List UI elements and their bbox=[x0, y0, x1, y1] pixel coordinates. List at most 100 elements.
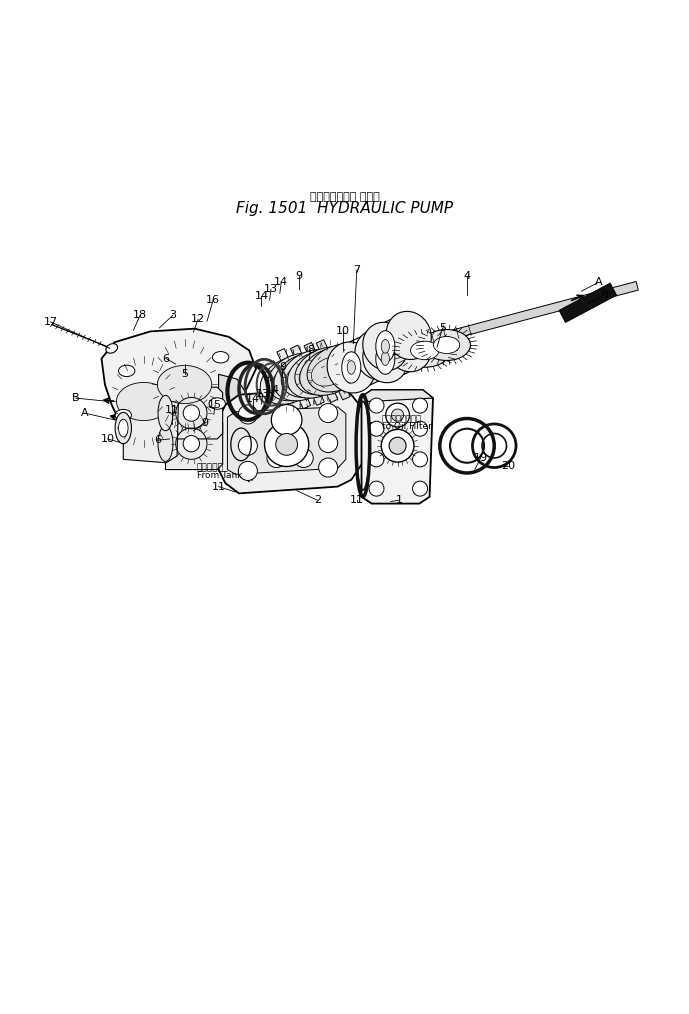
Ellipse shape bbox=[411, 341, 439, 360]
Ellipse shape bbox=[271, 405, 302, 435]
Ellipse shape bbox=[369, 421, 384, 436]
Ellipse shape bbox=[281, 350, 341, 397]
Ellipse shape bbox=[307, 344, 367, 392]
Ellipse shape bbox=[294, 448, 313, 467]
Ellipse shape bbox=[116, 382, 171, 421]
Ellipse shape bbox=[276, 434, 298, 455]
Ellipse shape bbox=[381, 429, 414, 462]
Polygon shape bbox=[376, 315, 418, 366]
Text: 14: 14 bbox=[254, 291, 269, 301]
Ellipse shape bbox=[238, 405, 258, 424]
Ellipse shape bbox=[376, 331, 395, 362]
Ellipse shape bbox=[413, 421, 428, 436]
Text: 5: 5 bbox=[439, 323, 446, 333]
Polygon shape bbox=[165, 418, 223, 469]
Polygon shape bbox=[101, 329, 256, 427]
Ellipse shape bbox=[391, 409, 404, 421]
Ellipse shape bbox=[183, 405, 200, 421]
Ellipse shape bbox=[423, 330, 471, 361]
Ellipse shape bbox=[238, 436, 258, 455]
Text: 13: 13 bbox=[264, 284, 278, 294]
Text: 9: 9 bbox=[280, 362, 287, 372]
Ellipse shape bbox=[167, 372, 202, 396]
Ellipse shape bbox=[127, 389, 161, 414]
Ellipse shape bbox=[413, 399, 428, 413]
Ellipse shape bbox=[355, 329, 403, 380]
Ellipse shape bbox=[342, 352, 361, 383]
Ellipse shape bbox=[267, 448, 286, 467]
Ellipse shape bbox=[158, 395, 173, 431]
Ellipse shape bbox=[295, 347, 355, 394]
Text: 5: 5 bbox=[181, 369, 188, 379]
Ellipse shape bbox=[386, 404, 409, 427]
Text: 14: 14 bbox=[274, 278, 288, 287]
Ellipse shape bbox=[260, 357, 320, 405]
Polygon shape bbox=[376, 328, 418, 378]
Text: 14: 14 bbox=[266, 385, 280, 394]
Ellipse shape bbox=[158, 426, 173, 461]
Text: From Tank: From Tank bbox=[197, 470, 243, 480]
Text: A: A bbox=[81, 408, 88, 418]
Ellipse shape bbox=[176, 379, 193, 390]
Ellipse shape bbox=[318, 458, 338, 477]
Text: 8: 8 bbox=[307, 346, 314, 356]
Text: 2: 2 bbox=[313, 495, 321, 505]
Ellipse shape bbox=[369, 452, 384, 466]
Text: 1: 1 bbox=[395, 495, 402, 505]
Ellipse shape bbox=[318, 434, 338, 452]
Ellipse shape bbox=[413, 481, 428, 496]
Ellipse shape bbox=[363, 322, 408, 370]
Polygon shape bbox=[301, 282, 638, 378]
Ellipse shape bbox=[433, 337, 460, 354]
Text: 6: 6 bbox=[154, 435, 161, 445]
Ellipse shape bbox=[119, 365, 135, 376]
Ellipse shape bbox=[136, 395, 152, 408]
Ellipse shape bbox=[413, 452, 428, 466]
Polygon shape bbox=[227, 407, 346, 475]
Ellipse shape bbox=[300, 348, 360, 395]
Text: 16: 16 bbox=[206, 295, 220, 305]
Ellipse shape bbox=[387, 311, 431, 360]
Polygon shape bbox=[341, 333, 389, 389]
Text: 18: 18 bbox=[133, 310, 147, 320]
Ellipse shape bbox=[347, 361, 356, 374]
Ellipse shape bbox=[183, 436, 200, 452]
Text: オイルフィルタへ: オイルフィルタへ bbox=[382, 415, 422, 424]
Text: 19: 19 bbox=[473, 453, 488, 463]
Ellipse shape bbox=[119, 419, 128, 437]
Ellipse shape bbox=[209, 397, 225, 410]
Ellipse shape bbox=[381, 352, 389, 365]
Text: 11: 11 bbox=[212, 482, 225, 492]
Text: 10: 10 bbox=[336, 327, 350, 337]
Ellipse shape bbox=[267, 353, 327, 401]
Ellipse shape bbox=[115, 410, 132, 421]
Polygon shape bbox=[291, 345, 325, 406]
Ellipse shape bbox=[299, 360, 336, 388]
Ellipse shape bbox=[369, 399, 384, 413]
Ellipse shape bbox=[387, 323, 431, 372]
Ellipse shape bbox=[274, 353, 333, 401]
Text: 9: 9 bbox=[296, 271, 302, 281]
Text: 6: 6 bbox=[163, 354, 169, 364]
Ellipse shape bbox=[106, 344, 118, 353]
Polygon shape bbox=[165, 387, 223, 439]
Polygon shape bbox=[316, 340, 350, 400]
Text: 4: 4 bbox=[464, 271, 471, 281]
Ellipse shape bbox=[389, 437, 406, 454]
Text: B: B bbox=[601, 290, 608, 299]
Polygon shape bbox=[362, 390, 433, 402]
Ellipse shape bbox=[399, 334, 451, 367]
Text: Fig. 1501  HYDRAULIC PUMP: Fig. 1501 HYDRAULIC PUMP bbox=[236, 202, 453, 216]
Text: 20: 20 bbox=[501, 461, 515, 472]
Text: 15: 15 bbox=[208, 400, 222, 410]
Polygon shape bbox=[362, 390, 433, 504]
Ellipse shape bbox=[318, 404, 338, 423]
Text: 7: 7 bbox=[353, 265, 360, 275]
Text: 9: 9 bbox=[201, 419, 209, 428]
Text: タンクから: タンクから bbox=[197, 463, 224, 473]
Ellipse shape bbox=[115, 413, 132, 444]
Text: 13: 13 bbox=[256, 389, 270, 400]
Ellipse shape bbox=[311, 357, 348, 386]
Polygon shape bbox=[559, 283, 617, 322]
Text: 10: 10 bbox=[101, 434, 114, 444]
